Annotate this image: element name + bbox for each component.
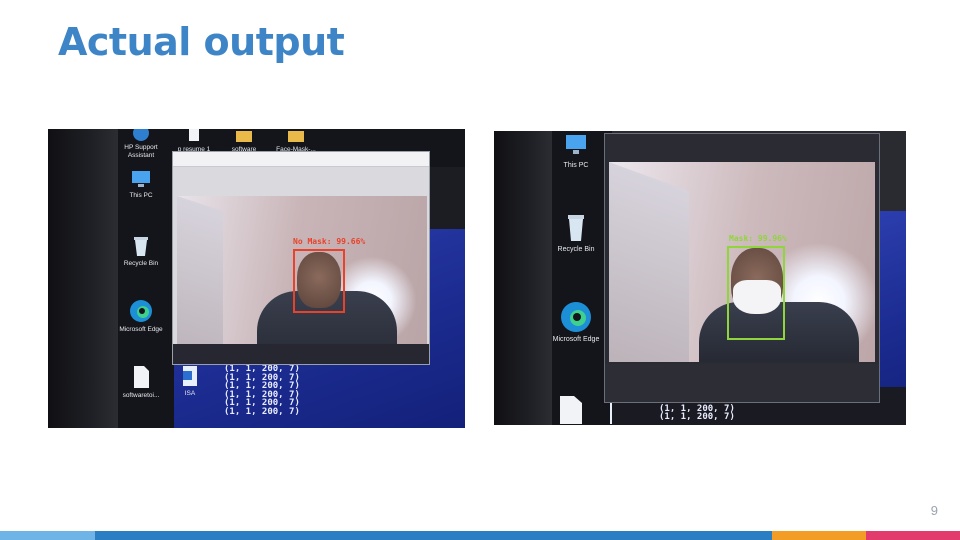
footer-bar-segment-light-blue [0,531,95,540]
camera-frame: No Mask: 99.66% [177,196,427,360]
console-line: (1, 1, 200, 7) [224,389,300,400]
desktop-icon-recycle-bin[interactable]: Recycle Bin [546,213,606,254]
desktop-icon-label: Face-Mask-... [276,146,316,153]
folder-icon [236,131,252,142]
file-icon [189,129,199,141]
slide-title: Actual output [58,20,345,64]
footer-bar-segment-orange [772,531,866,540]
console-line: (1, 1, 200, 7) [224,406,300,417]
console-line: (1, 1, 200, 7) [224,364,300,374]
edge-icon [130,300,152,322]
room-corner [609,162,689,362]
computer-icon [566,135,586,154]
file-icon [134,366,149,388]
camera-window[interactable]: No Mask: 99.66% [172,151,430,365]
file-icon [560,396,582,424]
desktop-icon-column [552,131,612,425]
desktop-icon-edge[interactable]: Microsoft Edge [546,301,606,344]
computer-icon [132,171,150,187]
footer-bar-segment-blue [95,531,772,540]
camera-window-titlebar[interactable] [173,152,429,167]
camera-frame: Mask: 99.96% [609,162,875,362]
room-corner [177,196,223,360]
detection-label: Mask: 99.96% [729,234,787,243]
screenshot-no-mask: HP Support Assistant This PC Recycle Bin… [48,129,465,428]
desktop-icon-file[interactable]: softwaretoi... [113,365,169,400]
console-line: (1, 1, 200, 7) [224,372,300,383]
console-line: (1, 1, 200, 7) [224,381,300,391]
hp-support-icon [133,129,149,141]
folder-icon [288,131,304,142]
desktop-icon-label: Microsoft Edge [119,326,163,333]
recycle-bin-icon [134,237,148,256]
person-face [297,252,341,308]
desktop-icon-edge[interactable]: Microsoft Edge [113,299,169,334]
desktop-icon-face-mask[interactable]: Face-Mask-... [270,129,322,154]
word-doc-icon [183,366,197,386]
desktop-icon-label: software [231,146,257,153]
recycle-bin-icon [568,215,584,241]
desktop-icon-label: p resume 1 [177,146,211,153]
desktop-icon-hp-support[interactable]: HP Support Assistant [113,129,169,160]
edge-icon [561,302,591,332]
console-line: (1, 1, 200, 7) [224,398,300,408]
desktop-icon-label: This PC [563,162,589,169]
desktop-icon-label: Microsoft Edge [552,336,600,343]
face-mask [733,280,781,314]
desktop-icon-this-pc[interactable]: This PC [113,169,169,200]
console-output: (1, 1, 200, 7) (1, 1, 200, 7) (1, 1, 200… [224,364,300,417]
desktop-icon-software[interactable]: software [220,129,268,154]
camera-window-bottom [605,364,879,402]
person-body [699,302,859,362]
desktop-icon-label: Recycle Bin [123,260,159,267]
screenshot-mask: This PC Recycle Bin Microsoft Edge (1, 1… [494,131,906,425]
page-number: 9 [930,503,938,518]
desktop-icon-label: ISA [184,390,196,397]
camera-window-bottom [173,344,429,364]
monitor-bezel [48,129,118,428]
desktop-icon-isa[interactable]: ISA [166,365,214,398]
desktop-icon-this-pc[interactable]: This PC [546,133,606,170]
console-line: (1, 1, 200, 7) [659,412,735,422]
desktop-icon-label: HP Support Assistant [124,144,158,159]
desktop-icon-label: softwaretoi... [122,392,160,399]
desktop-icon-label: This PC [129,192,153,199]
desktop-icon-label: Recycle Bin [557,246,595,253]
detection-label: No Mask: 99.66% [293,237,366,246]
monitor-bezel [494,131,552,425]
footer-bar-segment-pink [866,531,960,540]
desktop-icon-resume[interactable]: p resume 1 [170,129,218,154]
console-line: (1, 1, 200, 7) [659,403,735,414]
face-bounding-box [293,249,345,313]
desktop-icon-recycle-bin[interactable]: Recycle Bin [113,235,169,268]
camera-window[interactable]: Mask: 99.96% [604,133,880,403]
face-bounding-box [727,246,785,340]
